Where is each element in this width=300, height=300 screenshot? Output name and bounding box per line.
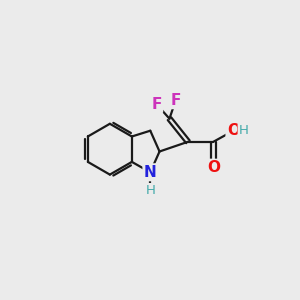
- Text: H: H: [145, 184, 155, 197]
- Text: F: F: [170, 93, 181, 108]
- Text: N: N: [144, 165, 157, 180]
- Text: F: F: [151, 97, 162, 112]
- Text: H: H: [239, 124, 249, 137]
- Text: O: O: [227, 123, 240, 138]
- Text: O: O: [207, 160, 220, 175]
